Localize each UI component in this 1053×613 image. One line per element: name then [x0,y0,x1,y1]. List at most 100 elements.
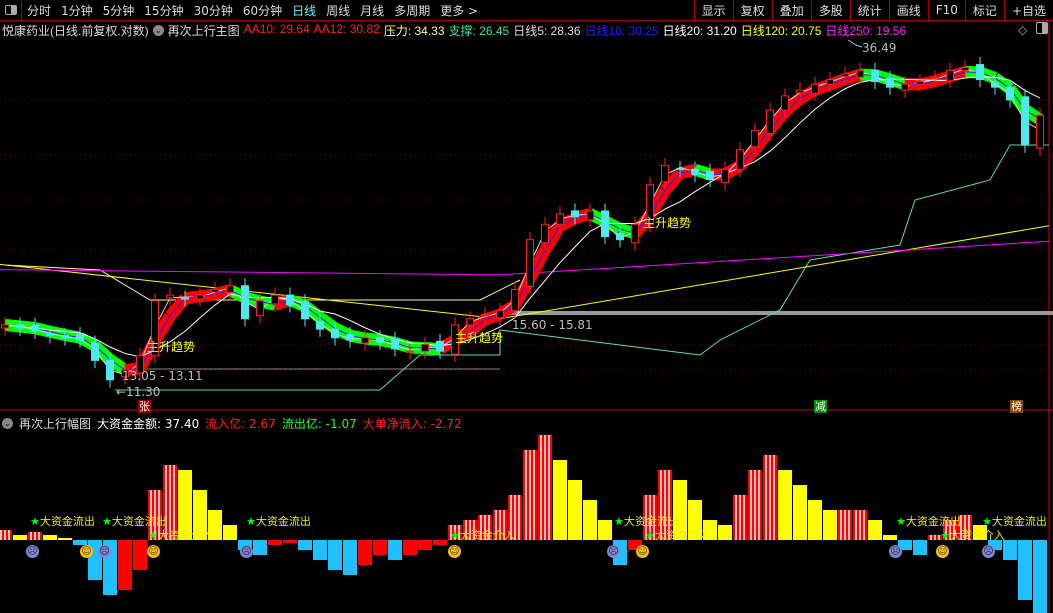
diamond-icon[interactable]: ◇ [1018,23,1028,37]
period-tab[interactable]: 分时 [27,3,52,18]
happy-face-icon: ☺ [936,545,949,558]
zhang-badge[interactable]: 张 [138,400,151,413]
sad-face-icon: ☹ [98,545,111,558]
sub-legend: ⌄ 再次上行幅图 大资金金额: 37.40 流入亿: 2.67 流出亿: -1.07… [2,415,462,431]
flow-bar [43,535,57,540]
flow-bar [73,540,87,545]
toolbar-button[interactable]: 叠加 [771,0,811,21]
sad-face-icon: ☹ [607,545,620,558]
flow-bar [343,540,357,575]
flow-in-text: 大资金介入 [949,529,1005,542]
star-icon: ★ [645,529,655,542]
period-tab[interactable]: 月线 [360,3,385,18]
star-icon: ★ [148,529,158,542]
flow-in-label: ★大资金介入 [450,529,515,542]
flow-bar [193,490,207,540]
ma250-line [0,240,1050,276]
period-tabs: 分时 1分钟 5分钟 15分钟 30分钟 60分钟 日线 周线 月线 多周期 更多 > [22,2,483,19]
flow-in-label: ★大资金介入 [148,529,213,542]
candle-body [526,239,534,287]
period-tab[interactable]: 60分钟 [242,3,283,18]
candle-body [376,337,384,343]
high-price-label: 36.49 [862,41,897,55]
period-tab[interactable]: 15分钟 [144,3,184,18]
toolbar-button[interactable]: +自选 [1003,0,1053,21]
indicator-value: 大资金金额: 37.40 [97,416,200,431]
panel-toggle-icon[interactable] [1036,22,1048,34]
main-indicator-name[interactable]: 再次上行主图 [167,23,240,38]
high-pointer [847,39,863,48]
bang-badge[interactable]: 榜 [1010,400,1023,413]
toolbar-button[interactable]: 显示 [693,0,733,21]
indicator-menu-icon[interactable]: ⌄ [2,417,13,429]
jian-badge[interactable]: 减 [814,400,827,413]
candle-body [346,334,354,341]
star-icon: ★ [30,515,40,528]
toolbar-button[interactable]: 标记 [964,0,1004,21]
candle-body [121,369,129,378]
flow-bar [433,540,447,545]
flow-bar [628,540,642,550]
candle-body [61,335,69,339]
period-tab[interactable]: 日线 [292,3,317,18]
period-tab[interactable]: 多周期 [394,3,431,18]
indicator-menu-icon[interactable]: ⌄ [152,24,164,36]
candle-body [631,223,639,244]
indicator-value: 流入亿: 2.67 [205,416,276,431]
candle-body [646,184,654,225]
flow-bar [913,540,927,555]
flow-bar [1018,540,1032,600]
candle-body [766,109,774,134]
toolbar-button[interactable]: 统计 [849,0,889,21]
indicator-value: AA10: 29.64 [243,21,310,36]
candle-body [601,210,609,238]
candle-body [1006,86,1014,101]
period-tab[interactable]: 更多 > [440,3,479,18]
happy-face-icon: ☺ [636,545,649,558]
indicator-value: 日线120: 20.75 [740,23,822,38]
period-tab[interactable]: 周线 [326,3,351,18]
sad-face-icon: ☹ [26,545,39,558]
sidebar-toggle-button[interactable] [0,0,22,20]
flow-bar [0,530,12,540]
flow-out-text: 大资金流出 [255,515,311,528]
flow-in-label: ★大资金介入 [645,529,710,542]
candle-body [106,359,114,381]
flow-bar [598,520,612,540]
flow-bar [253,540,267,555]
period-tab[interactable]: 30分钟 [193,3,233,18]
flow-bar [133,540,147,570]
candle-body [796,89,804,94]
sad-face-icon: ☹ [982,545,995,558]
candle-body [391,338,399,350]
flow-bar [1033,540,1047,613]
candle-body [271,294,279,305]
low-price-label: ←11.30 [116,385,161,399]
happy-face-icon: ☺ [80,545,93,558]
candle-body [691,168,699,175]
candle-body [1,324,9,329]
ma5-line [4,68,1041,376]
period-tab[interactable]: 1分钟 [61,3,93,18]
toolbar-button[interactable]: 复权 [732,0,772,21]
candle-body [76,334,84,341]
candle-body [316,321,324,330]
candle-body [511,288,519,312]
flow-bar [553,460,567,540]
period-tab[interactable]: 5分钟 [102,3,135,18]
sub-indicator-name[interactable]: 再次上行幅图 [19,416,92,431]
indicator-value: 日线5: 28.36 [513,23,581,38]
toolbar-button[interactable]: 多股 [810,0,850,21]
candle-body [496,310,504,319]
star-icon: ★ [102,515,112,528]
flow-bar [868,520,882,540]
candle-body [406,350,414,353]
toolbar-button[interactable]: F10 [927,0,965,21]
flow-bar [118,540,132,590]
trend-label: 主升趋势 [643,216,692,230]
flow-in-text: 大资金介入 [157,529,213,542]
flow-bar [673,480,687,540]
toolbar-button[interactable]: 画线 [888,0,928,21]
trend-label: 主升趋势 [147,340,196,354]
